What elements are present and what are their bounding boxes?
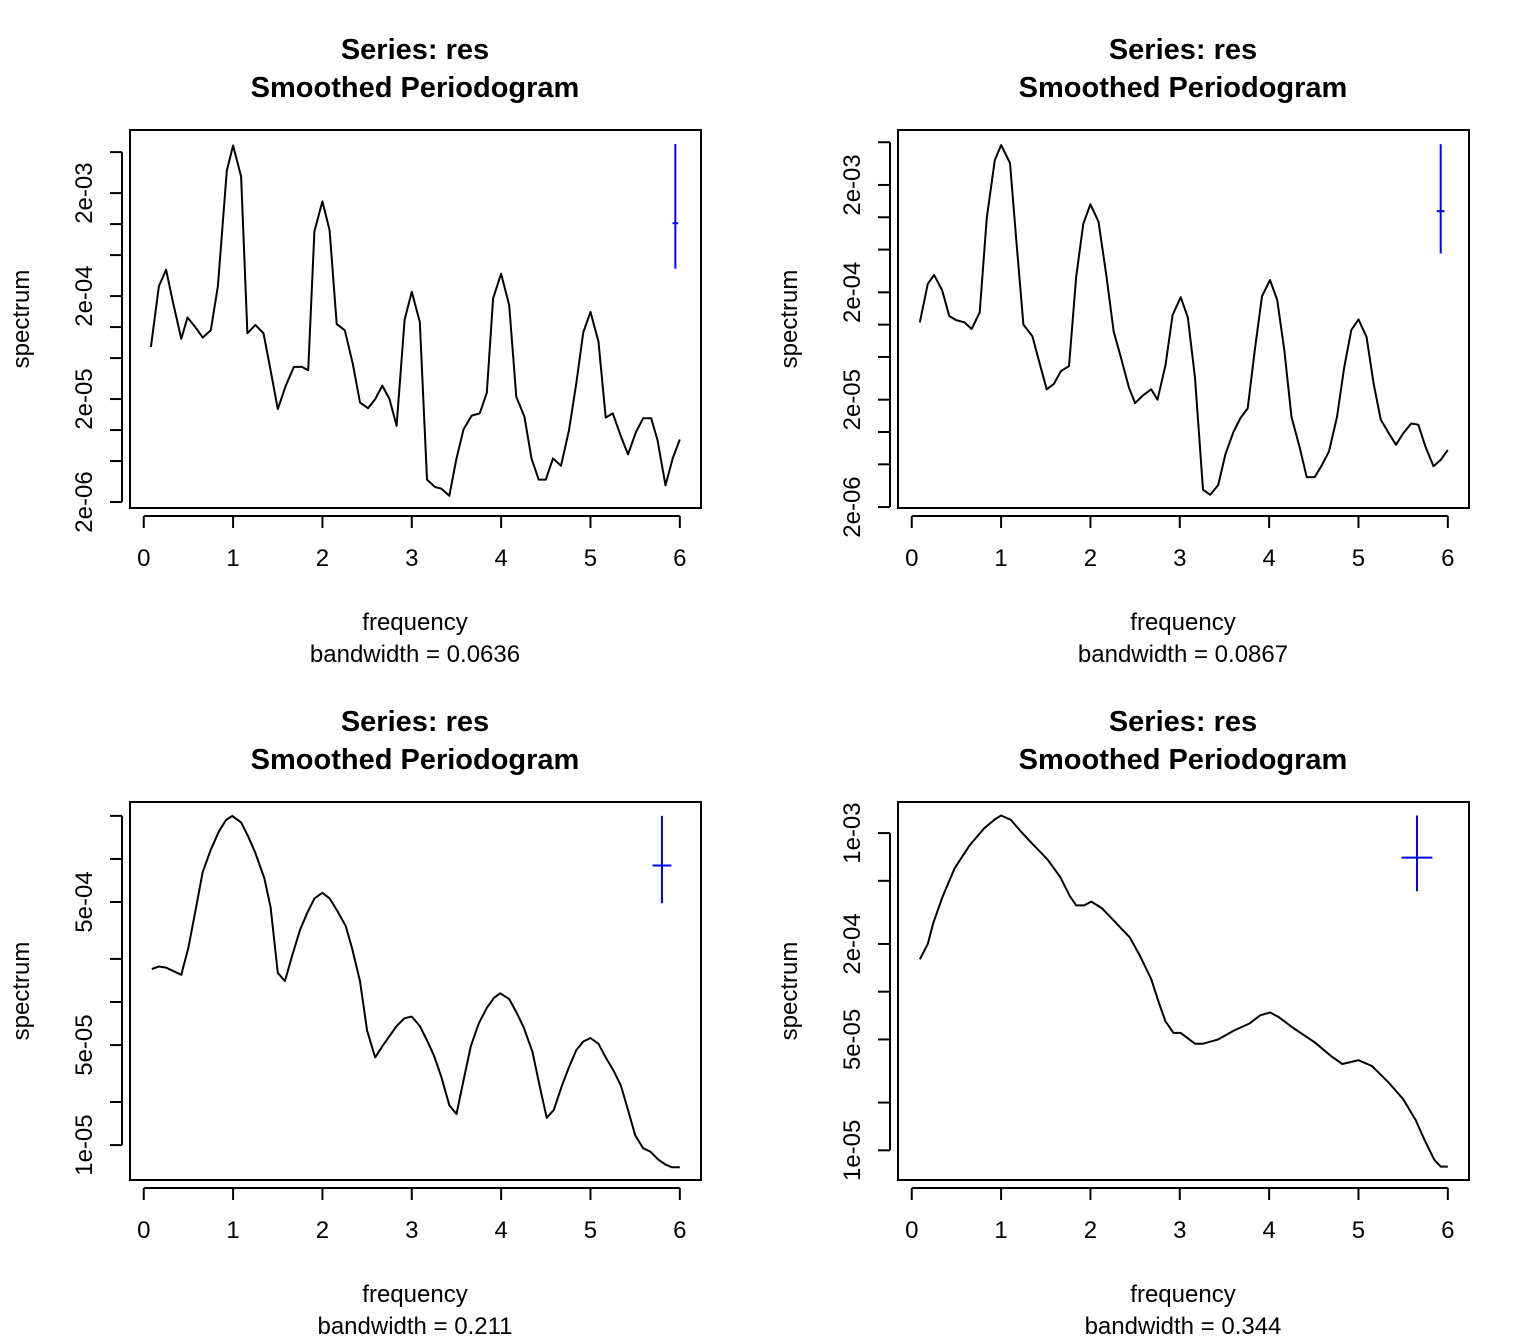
x-tick-label: 6: [1441, 545, 1454, 572]
panel-3: Series: res Smoothed Periodogram 0 1 2 3 4 5 6 fr…: [8, 706, 702, 1340]
y-axis: 5e-04 5e-05 1e-05: [71, 814, 123, 1176]
y-tick-label: 5e-05: [839, 1009, 866, 1070]
x-axis-label: frequency: [1130, 1281, 1235, 1308]
x-tick-label: 1: [226, 545, 239, 572]
x-axis: 0 1 2 3 4 5 6: [137, 515, 687, 572]
ci-bandwidth-bar: [1401, 815, 1433, 892]
y-tick-label: 2e-05: [71, 368, 98, 429]
x-tick-label: 1: [994, 545, 1007, 572]
y-tick-label: 2e-03: [71, 162, 98, 223]
bandwidth-label: bandwidth = 0.211: [317, 1313, 512, 1340]
x-axis-label: frequency: [1130, 609, 1235, 636]
y-tick-label: 1e-05: [839, 1120, 866, 1181]
y-axis-label: spectrum: [8, 942, 35, 1041]
y-tick-label: 2e-05: [839, 369, 866, 430]
x-tick-label: 0: [137, 545, 150, 572]
plot-frame: [129, 801, 702, 1181]
x-tick-label: 0: [905, 545, 918, 572]
y-tick-label: 5e-05: [71, 1014, 98, 1075]
x-tick-label: 3: [405, 1217, 418, 1244]
x-axis: 0 1 2 3 4 5 6: [905, 515, 1455, 572]
panel-4: Series: res Smoothed Periodogram 0 1 2 3 4 5 6 fr…: [776, 706, 1470, 1340]
series: [149, 144, 681, 497]
y-axis: 2e-03 2e-04 2e-05 2e-06: [839, 141, 891, 538]
x-tick-label: 4: [1262, 1217, 1275, 1244]
y-axis-label: spectrum: [776, 270, 803, 369]
x-tick-label: 0: [137, 1217, 150, 1244]
x-tick-label: 0: [905, 1217, 918, 1244]
x-tick-label: 5: [1352, 545, 1365, 572]
chart-subtitle: Smoothed Periodogram: [1019, 744, 1348, 776]
y-tick-label: 2e-03: [839, 154, 866, 215]
spectrum-line: [918, 144, 1449, 496]
x-tick-label: 5: [1352, 1217, 1365, 1244]
x-tick-label: 2: [316, 545, 329, 572]
y-axis-label: spectrum: [8, 270, 35, 369]
x-tick-label: 1: [226, 1217, 239, 1244]
chart-title: Series: res: [1109, 706, 1257, 738]
chart-subtitle: Smoothed Periodogram: [251, 744, 580, 776]
y-tick-label: 2e-06: [71, 471, 98, 532]
ci-bandwidth-bar: [672, 143, 679, 269]
y-tick-label: 2e-04: [71, 265, 98, 326]
series: [918, 814, 1448, 1168]
x-tick-label: 3: [1173, 545, 1186, 572]
panel-1: Series: res Smoothed Periodogram 0 1 2 3 4 5 6 fr…: [8, 34, 702, 668]
x-axis-label: frequency: [362, 1281, 467, 1308]
x-tick-label: 4: [1262, 545, 1275, 572]
panel-2: Series: res Smoothed Periodogram 0 1 2 3 4 5 6 fr…: [776, 34, 1470, 668]
x-axis-label: frequency: [362, 609, 467, 636]
x-tick-label: 6: [673, 545, 686, 572]
x-tick-label: 4: [494, 545, 507, 572]
ci-bandwidth-bar: [652, 815, 672, 904]
plot-frame: [129, 129, 702, 509]
plot-frame: [897, 129, 1470, 509]
x-axis: 0 1 2 3 4 5 6: [905, 1187, 1455, 1244]
x-tick-label: 5: [584, 545, 597, 572]
bandwidth-label: bandwidth = 0.344: [1085, 1313, 1282, 1340]
x-tick-label: 3: [405, 545, 418, 572]
x-tick-label: 2: [1084, 1217, 1097, 1244]
bandwidth-label: bandwidth = 0.0867: [1078, 641, 1288, 668]
spectrum-line: [149, 144, 681, 497]
bandwidth-label: bandwidth = 0.0636: [310, 641, 520, 668]
x-tick-label: 6: [1441, 1217, 1454, 1244]
y-axis-label: spectrum: [776, 942, 803, 1041]
chart-subtitle: Smoothed Periodogram: [1019, 72, 1348, 104]
chart-title: Series: res: [341, 706, 489, 738]
x-tick-label: 5: [584, 1217, 597, 1244]
y-tick-label: 2e-04: [839, 262, 866, 323]
series: [918, 144, 1449, 496]
plot-frame: [897, 801, 1470, 1181]
x-axis: 0 1 2 3 4 5 6: [137, 1187, 687, 1244]
y-axis: 2e-03 2e-04 2e-05 2e-06: [71, 151, 123, 533]
x-tick-label: 4: [494, 1217, 507, 1244]
y-tick-label: 2e-04: [839, 913, 866, 974]
x-tick-label: 6: [673, 1217, 686, 1244]
x-tick-label: 1: [994, 1217, 1007, 1244]
y-tick-label: 1e-05: [71, 1114, 98, 1175]
spectrum-line: [151, 814, 680, 1169]
chart-title: Series: res: [341, 34, 489, 66]
y-tick-label: 1e-03: [839, 802, 866, 863]
x-tick-label: 2: [316, 1217, 329, 1244]
spectrum-line: [918, 814, 1448, 1168]
chart-title: Series: res: [1109, 34, 1257, 66]
y-tick-label: 5e-04: [71, 871, 98, 932]
series: [151, 814, 680, 1169]
y-tick-label: 2e-06: [839, 476, 866, 537]
y-axis: 1e-03 2e-04 5e-05 1e-05: [839, 802, 891, 1181]
x-tick-label: 3: [1173, 1217, 1186, 1244]
ci-bandwidth-bar: [1436, 144, 1445, 254]
x-tick-label: 2: [1084, 545, 1097, 572]
chart-subtitle: Smoothed Periodogram: [251, 72, 580, 104]
